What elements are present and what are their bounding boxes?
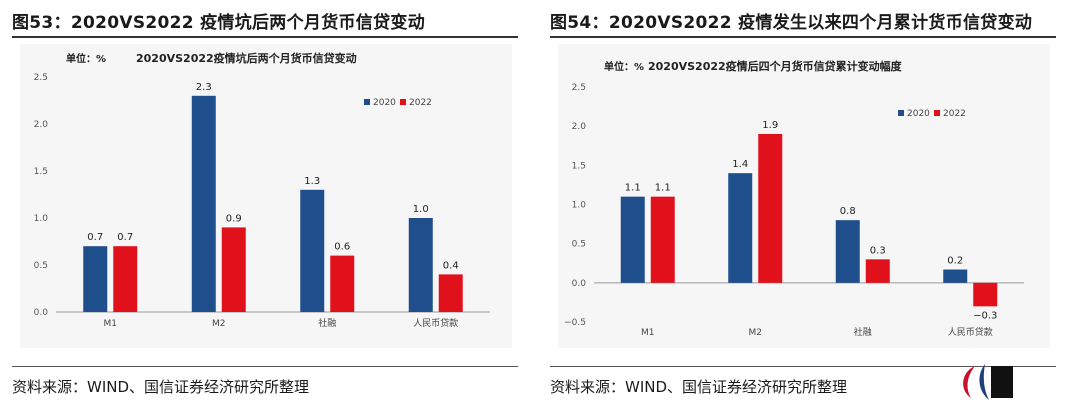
bar-2022 <box>865 259 890 283</box>
category-label: 社融 <box>854 326 872 338</box>
data-label: 0.2 <box>947 256 963 267</box>
category-label: 人民币贷款 <box>413 317 458 329</box>
publisher-logo <box>963 364 1013 400</box>
legend-label: 2020 <box>907 109 930 119</box>
data-label: 0.7 <box>87 232 103 243</box>
bar-2022 <box>758 134 783 283</box>
figure-54: 图54：2020VS2022 疫情发生以来四个月累计货币信贷变动 单位：% 202… <box>550 0 1056 410</box>
y-tick-label: 1.0 <box>572 201 587 211</box>
y-tick-label: 2.0 <box>572 122 587 132</box>
y-tick-label: 2.5 <box>34 73 48 83</box>
bar-2020 <box>620 196 645 283</box>
y-tick-label: 1.5 <box>34 167 48 177</box>
data-label: 1.4 <box>732 159 748 170</box>
bar-2020 <box>835 220 860 283</box>
legend-label: 2022 <box>409 98 432 108</box>
unit-label: 单位：% <box>66 52 106 65</box>
figure-title: 图54：2020VS2022 疫情发生以来四个月累计货币信贷变动 <box>550 13 1033 33</box>
y-tick-label: 0.5 <box>572 240 586 250</box>
y-tick-label: 0.0 <box>34 308 49 318</box>
legend-label: 2022 <box>943 109 966 119</box>
data-label: 1.9 <box>762 120 778 131</box>
data-label: 0.6 <box>334 242 350 253</box>
legend-swatch-2020 <box>898 110 904 116</box>
bar-2020 <box>191 95 216 312</box>
category-label: M1 <box>104 319 118 329</box>
chart-area: 单位：% 2020VS2022疫情坑后两个月货币信贷变动 0.0 0.5 1.0 1.5 2… <box>20 44 512 348</box>
bar-2022 <box>973 282 998 307</box>
bar-2022 <box>438 274 463 312</box>
figure-title: 图53：2020VS2022 疫情坑后两个月货币信贷变动 <box>12 13 426 33</box>
source-rule <box>12 366 518 367</box>
data-label: 2.3 <box>196 82 212 93</box>
data-label: 1.0 <box>413 204 429 215</box>
y-tick-label: 1.0 <box>34 214 49 224</box>
data-label: 0.9 <box>226 213 242 224</box>
y-tick-label: 0.0 <box>572 279 587 289</box>
bar-2020 <box>943 269 968 283</box>
bar-2020 <box>408 218 433 312</box>
bar-2020 <box>83 246 108 312</box>
data-label: 1.1 <box>625 183 641 194</box>
title-rule <box>550 36 1056 38</box>
source-note: 资料来源：WIND、国信证券经济研究所整理 <box>550 378 848 396</box>
bar-2022 <box>221 227 246 312</box>
chart-area: 单位：% 2020VS2022疫情后四个月货币信贷累计变动幅度 −0.5 0.0 0.5… <box>558 44 1050 348</box>
source-note: 资料来源：WIND、国信证券经济研究所整理 <box>12 378 310 396</box>
bar-2022 <box>330 255 355 312</box>
figure-53: 图53：2020VS2022 疫情坑后两个月货币信贷变动 单位：% 2020VS2… <box>12 0 518 410</box>
legend-swatch-2020 <box>364 99 370 105</box>
legend-swatch-2022 <box>400 99 406 105</box>
data-label: 0.4 <box>443 260 459 271</box>
y-tick-label: 2.0 <box>34 120 49 130</box>
data-label: 1.1 <box>655 183 671 194</box>
category-label: 人民币贷款 <box>948 326 993 338</box>
category-label: M2 <box>212 319 226 329</box>
bar-2020 <box>728 173 753 283</box>
data-label: −0.3 <box>973 310 997 321</box>
unit-label: 单位：% <box>604 60 644 73</box>
data-label: 0.8 <box>840 206 856 217</box>
y-tick-label: −0.5 <box>564 318 586 328</box>
category-label: 社融 <box>318 317 336 329</box>
y-tick-label: 1.5 <box>572 161 586 171</box>
data-label: 0.3 <box>870 245 886 256</box>
source-rule <box>550 366 1056 367</box>
legend-label: 2020 <box>373 98 396 108</box>
chart-title: 2020VS2022疫情坑后两个月货币信贷变动 <box>136 51 357 65</box>
y-tick-label: 0.5 <box>34 261 48 271</box>
y-tick-label: 2.5 <box>572 83 586 93</box>
title-rule <box>12 36 518 38</box>
data-label: 1.3 <box>304 176 320 187</box>
bar-chart: 单位：% 2020VS2022疫情后四个月货币信贷累计变动幅度 −0.5 0.0 0.5… <box>564 59 1024 338</box>
category-label: M2 <box>749 328 763 338</box>
bar-2022 <box>650 196 675 283</box>
chart-title: 2020VS2022疫情后四个月货币信贷累计变动幅度 <box>648 59 903 73</box>
category-label: M1 <box>641 328 655 338</box>
legend-swatch-2022 <box>934 110 940 116</box>
bar-2020 <box>300 189 325 312</box>
bar-2022 <box>113 246 138 312</box>
bar-chart: 单位：% 2020VS2022疫情坑后两个月货币信贷变动 0.0 0.5 1.0 1.5 2… <box>34 51 490 329</box>
data-label: 0.7 <box>117 232 133 243</box>
